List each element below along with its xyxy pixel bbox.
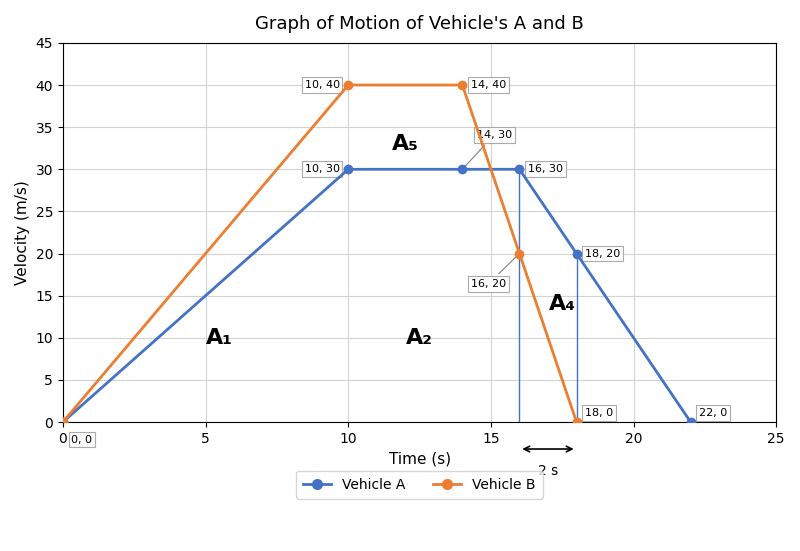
- Vehicle A: [514, 166, 524, 172]
- Text: A₂: A₂: [406, 328, 433, 348]
- Text: A₁: A₁: [206, 328, 234, 348]
- Vehicle A: [343, 166, 353, 172]
- Title: Graph of Motion of Vehicle's A and B: Graph of Motion of Vehicle's A and B: [255, 15, 584, 33]
- Text: 2 s: 2 s: [538, 464, 558, 478]
- Text: 16, 30: 16, 30: [528, 164, 563, 174]
- Text: 10, 30: 10, 30: [305, 164, 340, 174]
- Vehicle A: [686, 419, 695, 425]
- Vehicle A: [458, 166, 467, 172]
- Text: 0, 0: 0, 0: [71, 435, 93, 445]
- Vehicle B: [343, 82, 353, 88]
- Vehicle A: [58, 419, 68, 425]
- Vehicle B: [58, 419, 68, 425]
- Text: A₅: A₅: [392, 134, 419, 154]
- Text: 16, 20: 16, 20: [471, 256, 518, 289]
- Text: 22, 0: 22, 0: [699, 408, 727, 418]
- Legend: Vehicle A, Vehicle B: Vehicle A, Vehicle B: [297, 471, 542, 499]
- Text: 18, 0: 18, 0: [585, 408, 613, 418]
- Vehicle A: [572, 250, 582, 257]
- Line: Vehicle A: Vehicle A: [58, 165, 695, 426]
- Vehicle B: [572, 419, 582, 425]
- Text: 14, 40: 14, 40: [471, 80, 506, 90]
- X-axis label: Time (s): Time (s): [389, 451, 450, 466]
- Text: 18, 20: 18, 20: [585, 249, 620, 258]
- Line: Vehicle B: Vehicle B: [58, 81, 581, 426]
- Text: 10, 40: 10, 40: [305, 80, 340, 90]
- Vehicle B: [458, 82, 467, 88]
- Text: A₄: A₄: [549, 294, 576, 314]
- Vehicle B: [514, 250, 524, 257]
- Text: 14, 30: 14, 30: [464, 130, 512, 168]
- Y-axis label: Velocity (m/s): Velocity (m/s): [15, 180, 30, 285]
